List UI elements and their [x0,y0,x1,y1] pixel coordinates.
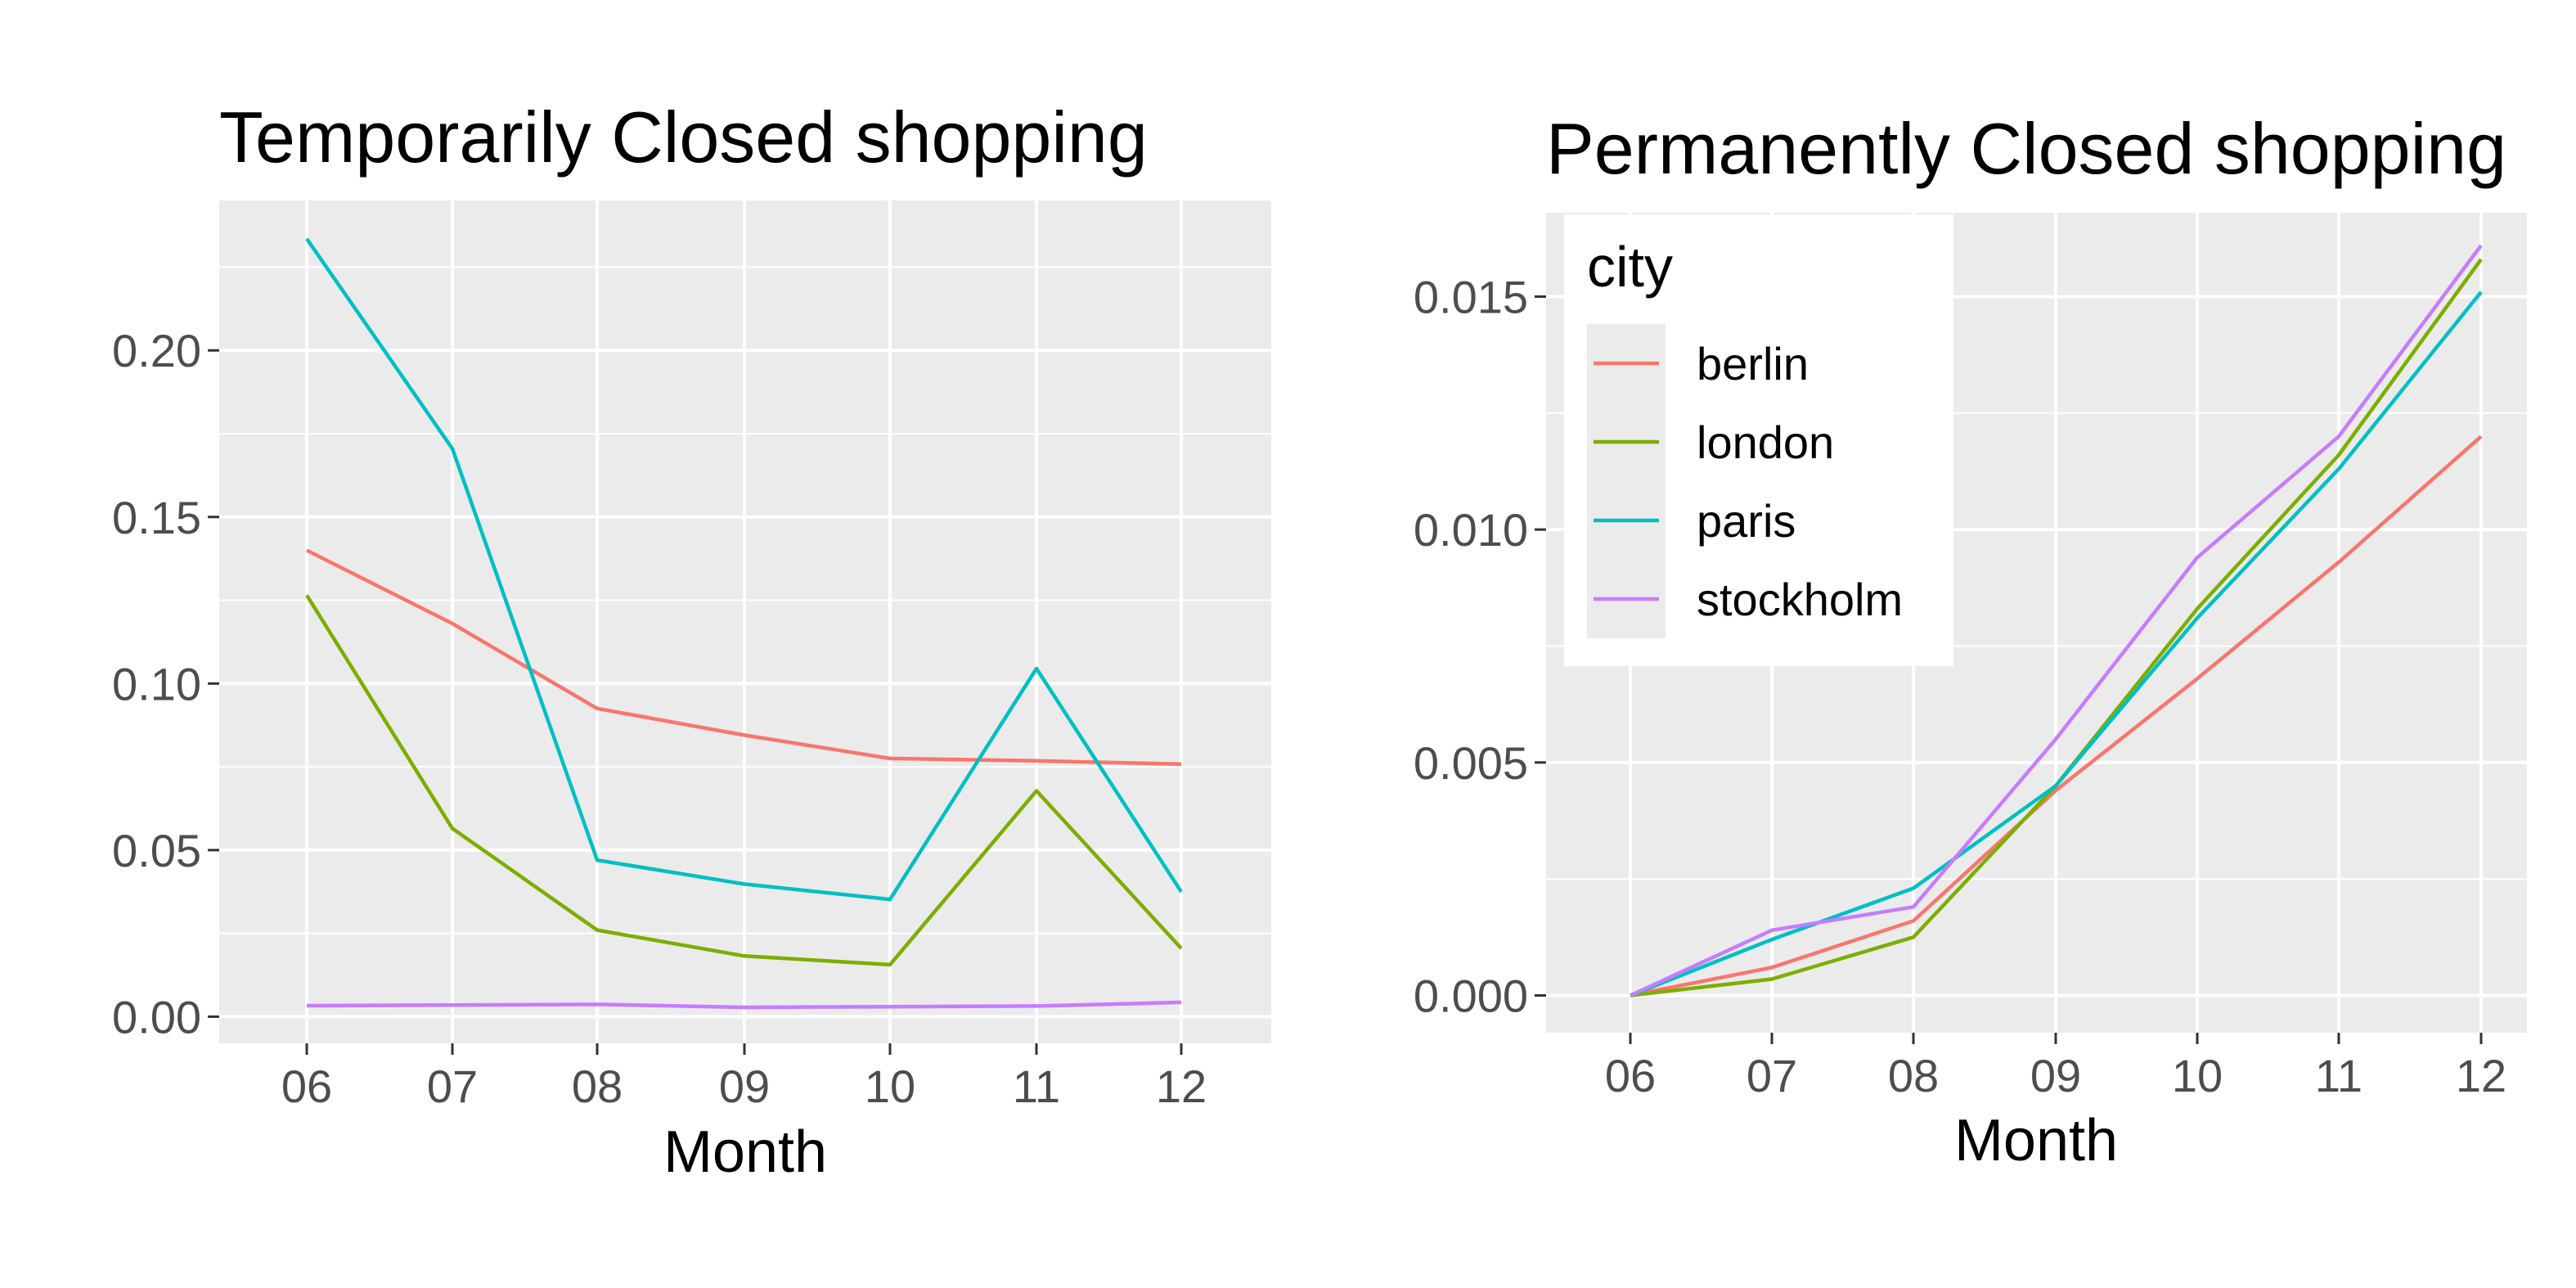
x-tick-label: 09 [719,1061,770,1112]
series-line-berlin [1630,435,2483,998]
legend-key-background [1587,324,1666,638]
right-chart-panel: Permanently Closed shopping 0.0000.0050.… [1414,108,2527,1173]
y-tick-label: 0.15 [112,492,201,543]
left-series-lines [305,237,1183,1010]
y-tick-label: 0.20 [112,325,201,376]
x-tick-label: 08 [1888,1050,1939,1101]
right-x-axis: 06 07 08 09 10 11 12 [1605,1033,2506,1101]
series-line-london [305,594,1183,967]
x-tick-label: 10 [865,1061,915,1112]
right-y-axis: 0.000 0.005 0.010 0.015 [1414,271,1546,1021]
legend-items: berlin london paris stockholm [1587,324,1903,638]
left-x-axis-title: Month [663,1119,827,1185]
y-tick-label: 0.005 [1414,737,1528,789]
series-line-stockholm [306,1000,1182,1010]
series-line-paris [305,237,1183,902]
x-tick-label: 06 [1605,1050,1656,1101]
left-major-gridlines [219,200,1271,1043]
city-legend: city berlin london paris stockholm [1564,214,1953,666]
series-line-berlin [305,548,1182,767]
legend-label-paris: paris [1697,495,1796,547]
legend-label-london: london [1697,417,1834,468]
x-tick-label: 09 [2030,1050,2081,1101]
legend-title: city [1587,235,1673,299]
x-tick-label: 10 [2172,1050,2223,1101]
y-tick-label: 0.015 [1414,271,1528,322]
series-line-stockholm [1630,244,2483,998]
y-tick-label: 0.000 [1414,970,1528,1021]
x-tick-label: 06 [281,1061,332,1112]
y-tick-label: 0.10 [112,658,201,709]
right-series-lines [1630,244,2483,998]
x-tick-label: 07 [1747,1050,1797,1101]
left-x-axis: 06 07 08 09 10 11 12 [281,1043,1207,1112]
legend-label-berlin: berlin [1697,338,1809,390]
y-tick-label: 0.00 [112,991,201,1043]
series-line-paris [1630,290,2483,998]
x-tick-label: 07 [427,1061,478,1112]
x-tick-label: 11 [1013,1061,1060,1112]
right-chart-title: Permanently Closed shopping [1546,108,2506,189]
x-tick-label: 08 [572,1061,623,1112]
y-tick-label: 0.010 [1414,504,1528,556]
legend-label-stockholm: stockholm [1697,574,1903,625]
y-tick-label: 0.05 [112,825,201,876]
left-chart-title: Temporarily Closed shopping [219,97,1148,178]
x-tick-label: 12 [1156,1061,1207,1112]
left-y-axis: 0.00 0.05 0.10 0.15 0.20 [112,325,219,1043]
right-x-axis-title: Month [1954,1108,2118,1173]
x-tick-label: 12 [2456,1050,2506,1101]
left-chart-panel: Temporarily Closed shopping 0.00 0.05 0.10… [112,97,1271,1185]
x-tick-label: 11 [2315,1050,2362,1101]
